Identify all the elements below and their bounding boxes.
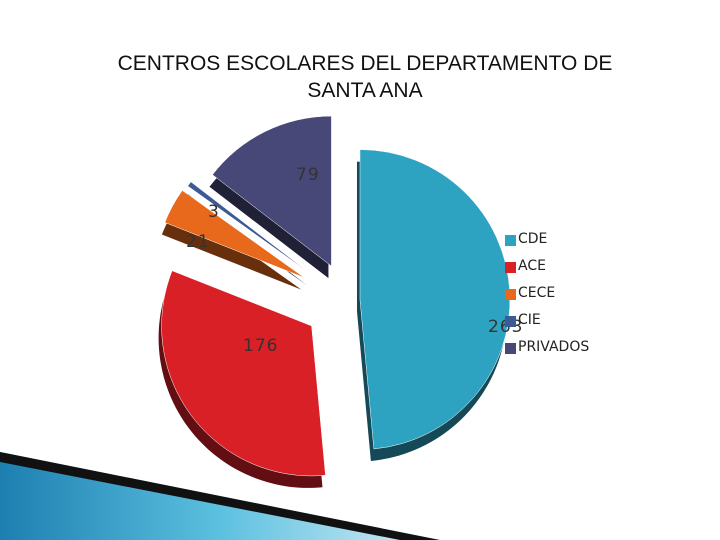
legend-label-privados: PRIVADOS bbox=[518, 339, 589, 355]
chart-title: CENTROS ESCOLARES DEL DEPARTAMENTO DE SA… bbox=[0, 50, 720, 104]
chart-title-line2: SANTA ANA bbox=[307, 79, 423, 102]
legend-swatch-privados bbox=[505, 343, 516, 354]
legend-label-cie: CIE bbox=[518, 312, 541, 328]
slice-ace bbox=[161, 270, 326, 477]
legend-swatch-cie bbox=[505, 316, 516, 327]
slice-privados bbox=[212, 115, 332, 267]
chart-title-line1: CENTROS ESCOLARES DEL DEPARTAMENTO DE bbox=[117, 52, 613, 75]
legend-label-cece: CECE bbox=[518, 285, 555, 301]
slice-cde bbox=[359, 149, 511, 450]
slide-decoration bbox=[0, 452, 440, 540]
data-label-cece: 21 bbox=[186, 232, 210, 252]
legend-label-cde: CDE bbox=[518, 231, 547, 247]
data-label-cie: 3 bbox=[208, 202, 220, 222]
data-label-privados: 79 bbox=[296, 165, 320, 185]
legend-label-ace: ACE bbox=[518, 258, 546, 274]
legend: CDE ACE CECE CIE PRIVADOS bbox=[505, 231, 589, 355]
slice-cece bbox=[164, 190, 305, 278]
data-label-ace: 176 bbox=[243, 336, 278, 356]
decoration-black-stripe bbox=[0, 452, 440, 540]
slice-cie bbox=[187, 181, 310, 274]
legend-swatch-cece bbox=[505, 289, 516, 300]
pie-slices bbox=[161, 115, 511, 477]
legend-swatch-ace bbox=[505, 262, 516, 273]
legend-swatch-cde bbox=[505, 235, 516, 246]
